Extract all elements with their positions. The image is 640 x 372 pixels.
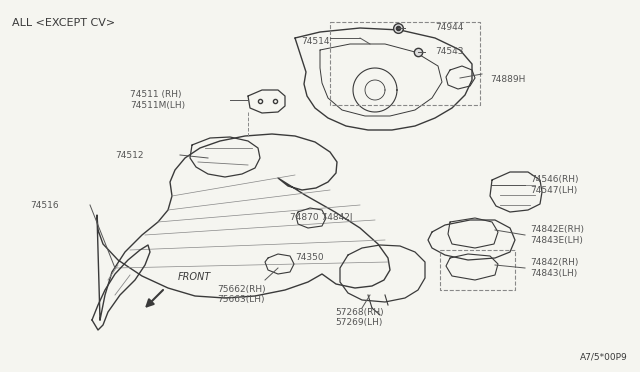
Text: 74944: 74944 [435,23,463,32]
Text: 74842(RH)
74843(LH): 74842(RH) 74843(LH) [530,258,579,278]
Text: 74889H: 74889H [490,76,525,84]
Text: 74514: 74514 [301,38,330,46]
Text: 74511 (RH)
74511M(LH): 74511 (RH) 74511M(LH) [130,90,185,110]
Text: 57268(RH)
57269(LH): 57268(RH) 57269(LH) [336,308,384,327]
Text: 74543: 74543 [435,48,463,57]
Text: FRONT: FRONT [178,272,211,282]
Text: 75662(RH)
75663(LH): 75662(RH) 75663(LH) [218,285,266,304]
Text: A7/5*00P9: A7/5*00P9 [580,353,628,362]
Text: 74350: 74350 [295,253,324,263]
Text: 74870 74842J: 74870 74842J [290,214,353,222]
Text: 74512: 74512 [115,151,143,160]
Text: 74546(RH)
74547(LH): 74546(RH) 74547(LH) [530,175,579,195]
Text: 74516: 74516 [30,201,59,209]
Text: 74842E(RH)
74843E(LH): 74842E(RH) 74843E(LH) [530,225,584,245]
Text: ALL <EXCEPT CV>: ALL <EXCEPT CV> [12,18,115,28]
